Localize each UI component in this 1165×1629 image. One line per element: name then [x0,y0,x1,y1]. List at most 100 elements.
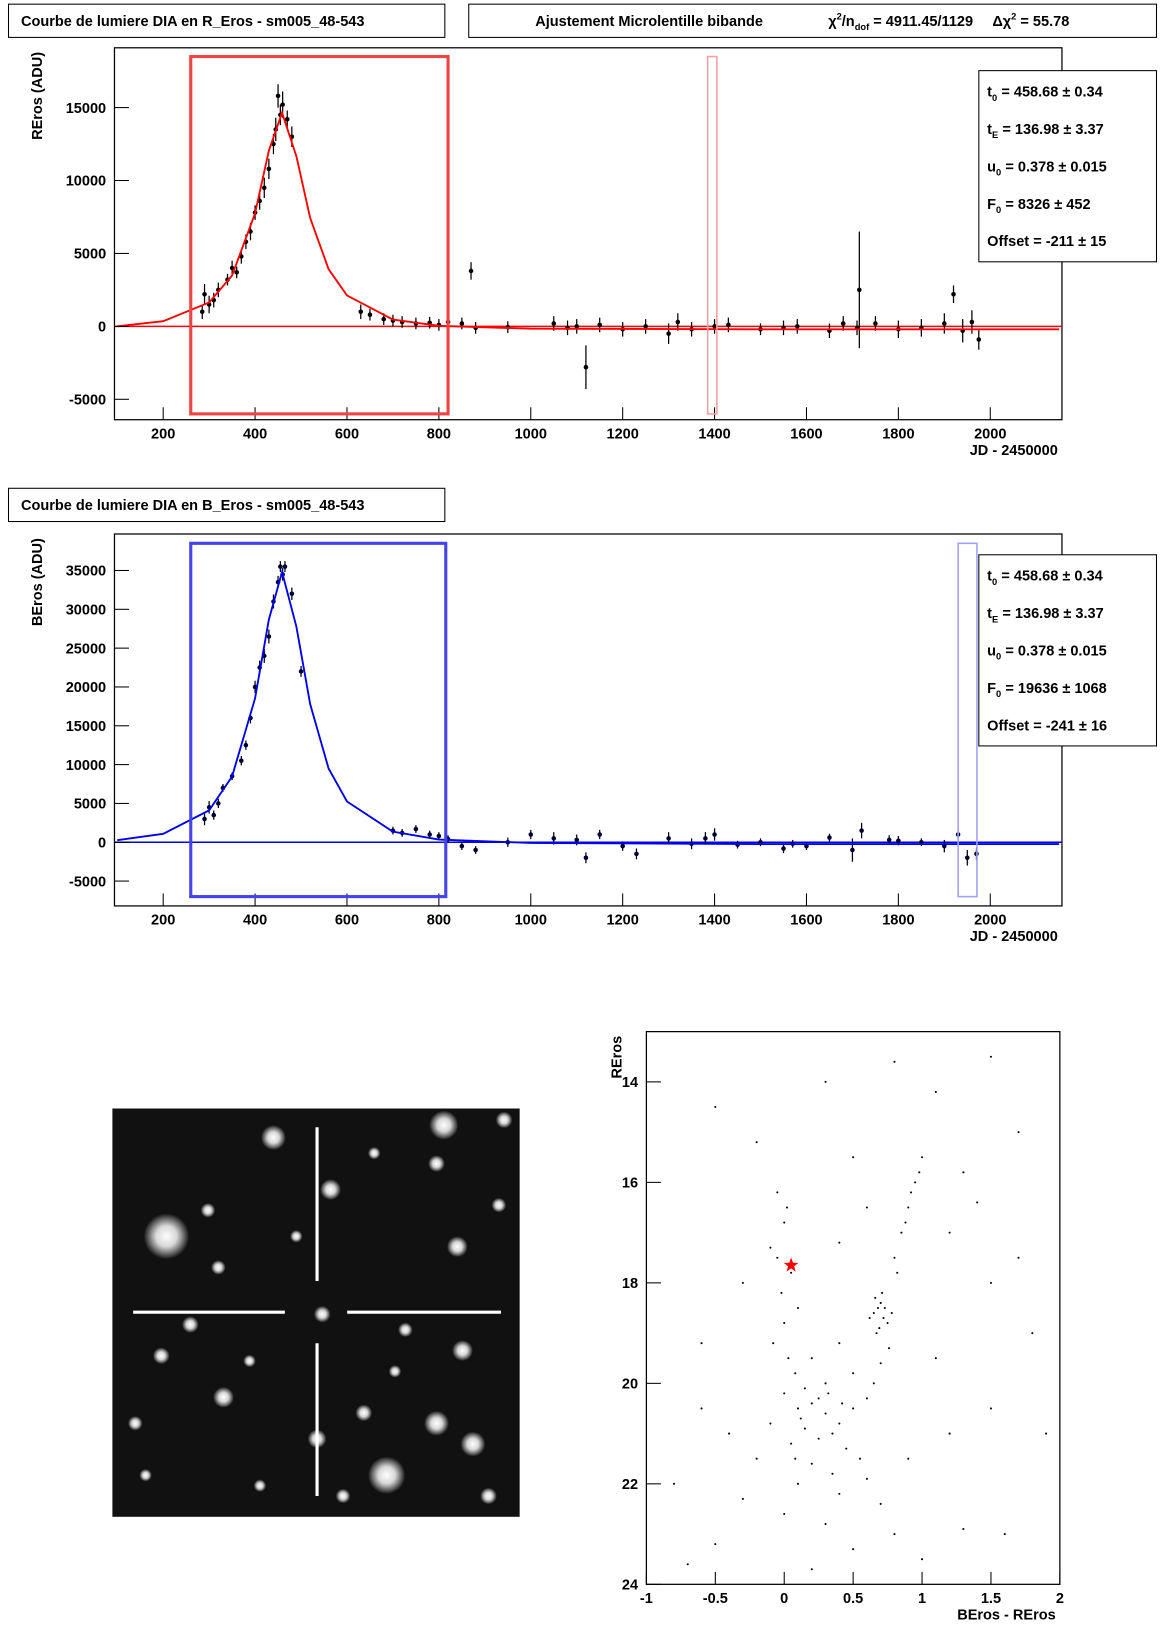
y-tick-label: 20000 [66,680,106,696]
plot-area [114,561,1062,866]
subscript: 0 [996,689,1001,699]
data-point [921,1558,924,1561]
data-point [703,836,708,841]
data-point [741,1497,744,1500]
rich-text: Offset = -211 ± 15 [987,234,1106,250]
data-point [799,1417,802,1420]
star [429,1110,459,1140]
data-point [841,1402,844,1405]
data-point [772,1342,775,1345]
data-point [298,669,304,674]
data-point [783,1221,786,1224]
data-point [850,847,855,853]
text-span: = 0.378 ± 0.015 [1005,159,1106,175]
star [367,1456,406,1494]
star [139,1469,152,1482]
fit-curve [117,109,1060,331]
data-point [381,316,387,322]
subscript: 0 [992,93,997,103]
y-axis-label: BEros (ADU) [30,538,46,626]
data-point [741,1281,744,1284]
data-point [1045,1432,1048,1435]
rich-text: t0 = 458.68 ± 0.34 [987,569,1103,587]
y-tick-label: 24 [622,1578,638,1594]
data-point [872,1311,875,1315]
x-tick-label: 400 [243,426,267,442]
star [152,1347,170,1365]
y-tick-label: 15000 [66,101,106,117]
data-point [597,832,602,837]
data-point [229,265,235,271]
data-point [865,1477,868,1480]
data-point [893,1533,896,1536]
data-point [962,1171,965,1174]
data-point [459,843,465,849]
text-span: = 8326 ± 452 [1005,197,1090,213]
y-tick-label: 20 [622,1377,638,1393]
x-tick-label: 1400 [698,913,730,929]
data-point [886,1322,889,1325]
text-span: = 458.68 ± 0.34 [1001,569,1102,585]
data-point [436,833,442,839]
text-span: /n [842,14,855,30]
star [495,1111,513,1129]
text-span: u [987,644,996,660]
text-span: Δχ [992,14,1011,30]
highlight-region [957,542,978,898]
data-point [551,321,557,326]
data-point [840,321,846,326]
data-point [528,832,534,837]
data-point [896,1271,899,1274]
data-point [859,828,864,833]
x-tick-label: 200 [151,913,175,929]
data-point [810,1357,813,1360]
data-point [1003,1533,1006,1536]
rich-text: u0 = 0.378 ± 0.015 [987,159,1107,177]
data-point [211,812,217,818]
x-tick-label: 2000 [974,913,1006,929]
y-tick-label: 10000 [66,174,106,190]
rich-text: Δχ2 = 55.78 [992,12,1069,30]
data-point [783,1392,786,1395]
data-point [951,291,956,297]
data-point [879,1362,882,1365]
star [398,1322,413,1338]
data-point [831,1472,834,1475]
text-span: = 55.78 [1016,14,1069,30]
finder-image [112,1108,520,1517]
highlight-region [189,54,450,416]
data-point [783,1512,786,1516]
data-point [634,851,639,857]
data-point [962,1528,965,1531]
text-span: = -211 ± 15 [1033,234,1106,250]
data-point [284,116,290,122]
data-point [989,1055,993,1058]
star [182,1316,199,1333]
data-point [266,634,272,639]
data-point [907,1206,910,1209]
data-point [989,1407,993,1410]
text-span: Offset [987,234,1029,250]
text-span: t [987,569,992,585]
x-axis-label: JD - 2450000 [970,443,1058,459]
x-tick-label: 1200 [607,426,639,442]
x-tick-label: 1800 [882,426,914,442]
data-point [865,1206,868,1209]
data-point [824,1080,827,1083]
data-point [852,1156,855,1159]
data-point [686,1563,689,1566]
data-point [714,1543,717,1546]
data-point [282,564,288,569]
star [143,1213,190,1260]
x-tick-label: 600 [335,913,359,929]
star [290,1230,303,1243]
star [253,1479,267,1492]
star [460,1431,486,1457]
data-point [893,1256,896,1259]
data-point [900,1231,903,1234]
x-tick-label: 2000 [974,426,1006,442]
star [367,1146,381,1160]
data-point [790,1271,793,1274]
data-point [852,1407,855,1410]
highlight-region [706,55,718,415]
